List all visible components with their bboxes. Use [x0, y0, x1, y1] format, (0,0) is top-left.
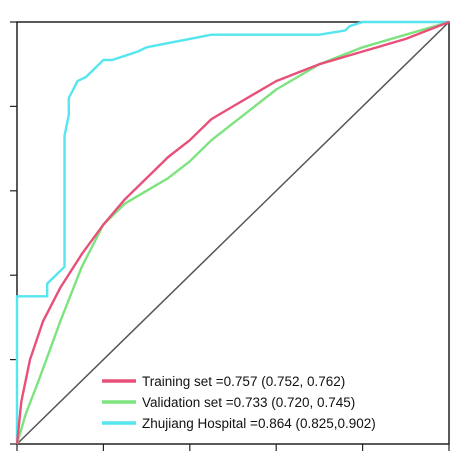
reference-diagonal: [16, 21, 450, 445]
legend-label-0: Training set =0.757 (0.752, 0.762): [142, 374, 345, 389]
plot-frame: [16, 21, 450, 445]
legend: Training set =0.757 (0.752, 0.762) Valid…: [102, 374, 376, 431]
series-layer: [15, 20, 450, 445]
series-line-2: [15, 20, 449, 444]
legend-label-2: Zhujiang Hospital =0.864 (0.825,0.902): [142, 416, 376, 431]
legend-label-1: Validation set =0.733 (0.720, 0.745): [142, 395, 355, 410]
series-line-0: [15, 20, 450, 445]
